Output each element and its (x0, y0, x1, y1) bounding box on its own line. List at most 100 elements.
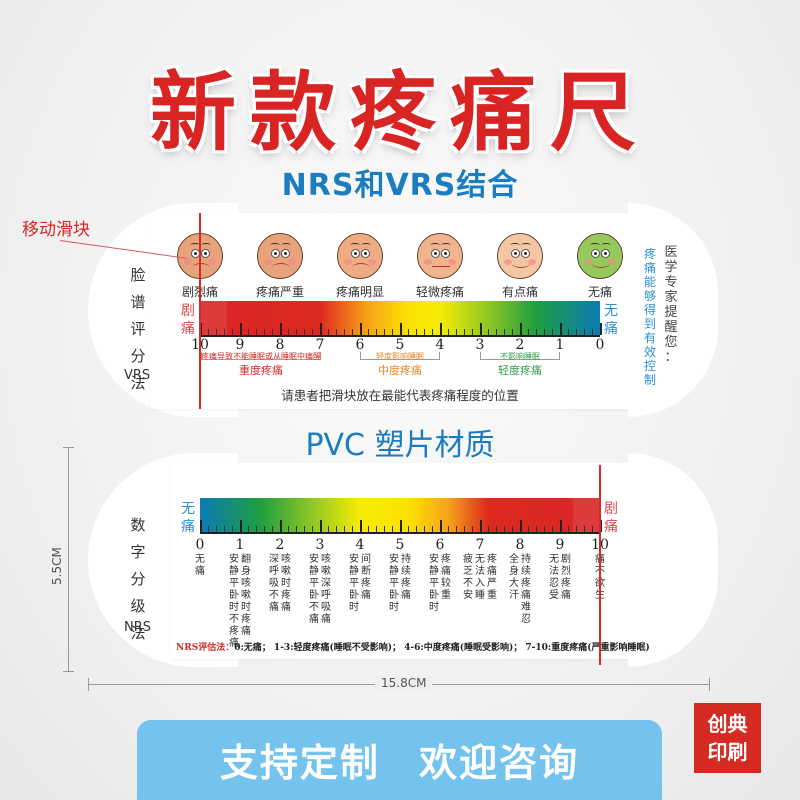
level-description-column: 间断疼痛 (361, 554, 371, 601)
scale-number: 1 (235, 537, 245, 553)
tick-mark (592, 329, 593, 335)
tick-mark (384, 526, 385, 532)
vrs-left-end-label: 剧痛 (181, 303, 195, 337)
tick-mark (512, 526, 513, 532)
face-label: 有点痛 (501, 285, 538, 299)
face-label: 疼痛严重 (255, 285, 304, 299)
tick-mark (232, 329, 233, 335)
tick-mark (392, 526, 393, 532)
scale-number: 6 (355, 337, 365, 353)
tick-mark (576, 526, 577, 532)
range-bracket-mild (480, 352, 560, 360)
height-dimension-line (63, 447, 74, 672)
tick-mark (568, 526, 569, 532)
tick-mark (296, 526, 297, 532)
tick-mark (280, 520, 282, 532)
tick-mark (296, 329, 297, 335)
side-note-gray: 医学专家提醒您： (664, 245, 678, 365)
tick-mark (424, 526, 425, 532)
vrs-gradient-bar (200, 301, 602, 337)
tick-mark (208, 526, 209, 532)
level-description: 无法忍受剧烈疼痛 (548, 554, 574, 602)
nrs-right-end-label: 剧痛 (604, 501, 618, 535)
scale-number: 0 (595, 337, 605, 353)
vrs-abbr: VRS (124, 368, 151, 383)
scale-number: 7 (315, 337, 325, 353)
tick-mark (448, 526, 449, 532)
level-description-column: 疼痛较重 (441, 554, 451, 601)
level-description-column: 安静平卧时不疼痛 (229, 554, 239, 649)
tick-mark (432, 526, 433, 532)
customize-banner[interactable]: 支持定制 欢迎咨询 (137, 720, 662, 800)
tick-mark (464, 329, 465, 335)
face-item: 轻微疼痛 (400, 233, 480, 300)
nrs-side-title: 数 字 分 级 法 (130, 516, 146, 642)
tick-mark (504, 329, 505, 335)
scale-number: 2 (275, 537, 285, 553)
side-note-blue: 疼痛能够得到有效控制 (643, 247, 656, 387)
vrs-right-end-label: 无痛 (604, 303, 618, 337)
tick-mark (376, 526, 377, 532)
tick-mark (584, 329, 585, 335)
brand-line-2: 印刷 (707, 740, 748, 764)
level-description-column: 翻身咳嗽时疼痛 (241, 554, 251, 637)
page-title: 新款疼痛尺 (150, 63, 650, 163)
nrs-card-right-cap (628, 453, 718, 667)
tick-mark (440, 323, 442, 335)
tick-mark (264, 329, 265, 335)
tick-mark (200, 323, 202, 335)
face-item: 无痛 (560, 233, 640, 300)
brand-line-1: 创典 (707, 712, 748, 736)
tick-mark (440, 520, 442, 532)
level-description: 深呼吸不痛咳嗽时疼痛 (268, 554, 294, 614)
level-description-column: 安静平卧时 (429, 554, 439, 613)
scale-number: 1 (555, 337, 565, 353)
tick-mark (384, 329, 385, 335)
level-description-column: 深呼吸不痛 (269, 554, 279, 613)
nrs-legend: NRS评估法：0:无痛； 1-3:轻度疼痛(睡眠不受影响)； 4-6:中度疼痛(… (176, 640, 650, 653)
range-bracket-severe (201, 352, 321, 360)
vrs-side-title: 脸 谱 评 分 法 (130, 266, 146, 392)
level-description: 安静平卧时不疼痛翻身咳嗽时疼痛 (228, 554, 254, 650)
tick-mark (568, 329, 569, 335)
tick-mark (480, 520, 482, 532)
vrs-instruction: 请患者把滑块放在最能代表疼痛程度的位置 (281, 388, 519, 403)
tick-mark (264, 526, 265, 532)
level-description-column: 安静平卧时 (349, 554, 359, 613)
level-description-column: 疼痛严重 (487, 554, 497, 601)
tick-mark (344, 329, 345, 335)
level-description-column: 安静平卧不痛 (309, 554, 319, 625)
scale-number: 5 (395, 337, 405, 353)
level-description: 疲乏不安无法入睡疼痛严重 (462, 554, 500, 602)
tick-mark (576, 329, 577, 335)
tick-mark (592, 526, 593, 532)
level-description: 安静平卧不痛咳嗽深呼吸痛 (308, 554, 334, 626)
level-description-column: 持续疼痛难忍 (521, 554, 531, 625)
tick-mark (376, 329, 377, 335)
tick-mark (312, 526, 313, 532)
customize-banner-text: 支持定制 欢迎咨询 (219, 741, 580, 785)
face-item: 疼痛明显 (320, 233, 400, 300)
scale-number: 3 (475, 337, 485, 353)
level-description: 安静平卧时持续疼痛 (388, 554, 414, 614)
face-icon (497, 233, 543, 279)
range-name-severe: 重度疼痛 (239, 364, 283, 377)
level-description-column: 安静平卧时 (389, 554, 399, 613)
tick-mark (208, 329, 209, 335)
tick-mark (544, 526, 545, 532)
level-description: 全身大汗持续疼痛难忍 (508, 554, 534, 626)
nrs-card-body (170, 463, 640, 659)
level-description-column: 无法入睡 (475, 554, 485, 601)
vrs-slider-handle[interactable] (199, 213, 201, 409)
tick-mark (408, 329, 409, 335)
tick-mark (464, 526, 465, 532)
nrs-tick-marks (200, 520, 602, 534)
level-description-column: 全身大汗 (509, 554, 519, 601)
face-icon (337, 233, 383, 279)
level-description: 安静平卧时疼痛较重 (428, 554, 454, 614)
tick-mark (248, 329, 249, 335)
page-subtitle: NRS和VRS结合 (281, 168, 519, 203)
nrs-slider-handle[interactable] (599, 465, 601, 665)
tick-mark (240, 520, 242, 532)
level-description-column: 咳嗽深呼吸痛 (321, 554, 331, 625)
